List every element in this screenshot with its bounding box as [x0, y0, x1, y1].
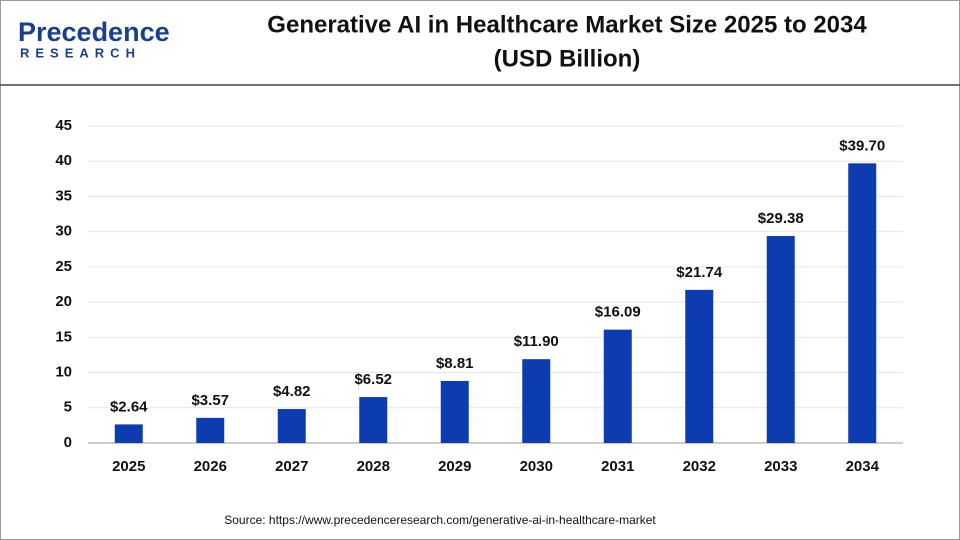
bar	[685, 289, 714, 443]
logo-name: Precedence	[18, 17, 170, 47]
x-tick-label: 2025	[112, 458, 145, 475]
value-label: $11.90	[514, 333, 559, 350]
x-tick-label: 2030	[520, 458, 553, 475]
y-tick-label: 10	[55, 364, 72, 381]
bar	[114, 424, 143, 443]
value-label: $8.81	[436, 355, 474, 372]
x-tick-label: 2029	[438, 458, 471, 475]
x-tick-label: 2026	[194, 458, 227, 475]
bar	[196, 417, 225, 443]
chart-title: Generative AI in Healthcare Market Size …	[267, 11, 867, 38]
bar	[522, 359, 551, 443]
value-label: $3.57	[191, 392, 229, 409]
value-label: $2.64	[110, 398, 148, 415]
bar	[277, 409, 306, 443]
y-tick-label: 5	[64, 399, 72, 416]
value-label: $21.74	[676, 264, 723, 281]
x-tick-label: 2032	[683, 458, 716, 475]
source-note: Source: https://www.precedenceresearch.c…	[224, 513, 656, 527]
value-label: $16.09	[595, 304, 641, 321]
x-tick-label: 2028	[357, 458, 390, 475]
y-tick-label: 20	[55, 293, 72, 310]
bar	[848, 163, 877, 443]
logo-tagline: RESEARCH	[20, 45, 141, 60]
x-tick-label: 2033	[764, 458, 797, 475]
value-label: $6.52	[354, 371, 392, 388]
y-tick-label: 40	[55, 152, 72, 169]
x-tick-label: 2031	[601, 458, 634, 475]
bar	[603, 329, 632, 443]
x-tick-label: 2034	[846, 458, 880, 475]
bar	[766, 236, 795, 443]
value-label: $39.70	[839, 137, 885, 154]
x-tick-label: 2027	[275, 458, 308, 475]
y-tick-label: 25	[55, 258, 72, 275]
y-tick-label: 15	[55, 328, 72, 345]
y-tick-label: 30	[55, 223, 72, 240]
value-label: $29.38	[758, 210, 804, 227]
bar	[440, 380, 469, 443]
bar	[359, 397, 388, 443]
y-tick-label: 45	[55, 117, 72, 134]
chart-subtitle: (USD Billion)	[494, 45, 641, 72]
y-tick-label: 0	[64, 434, 72, 451]
value-label: $4.82	[273, 383, 311, 400]
y-tick-label: 35	[55, 187, 72, 204]
